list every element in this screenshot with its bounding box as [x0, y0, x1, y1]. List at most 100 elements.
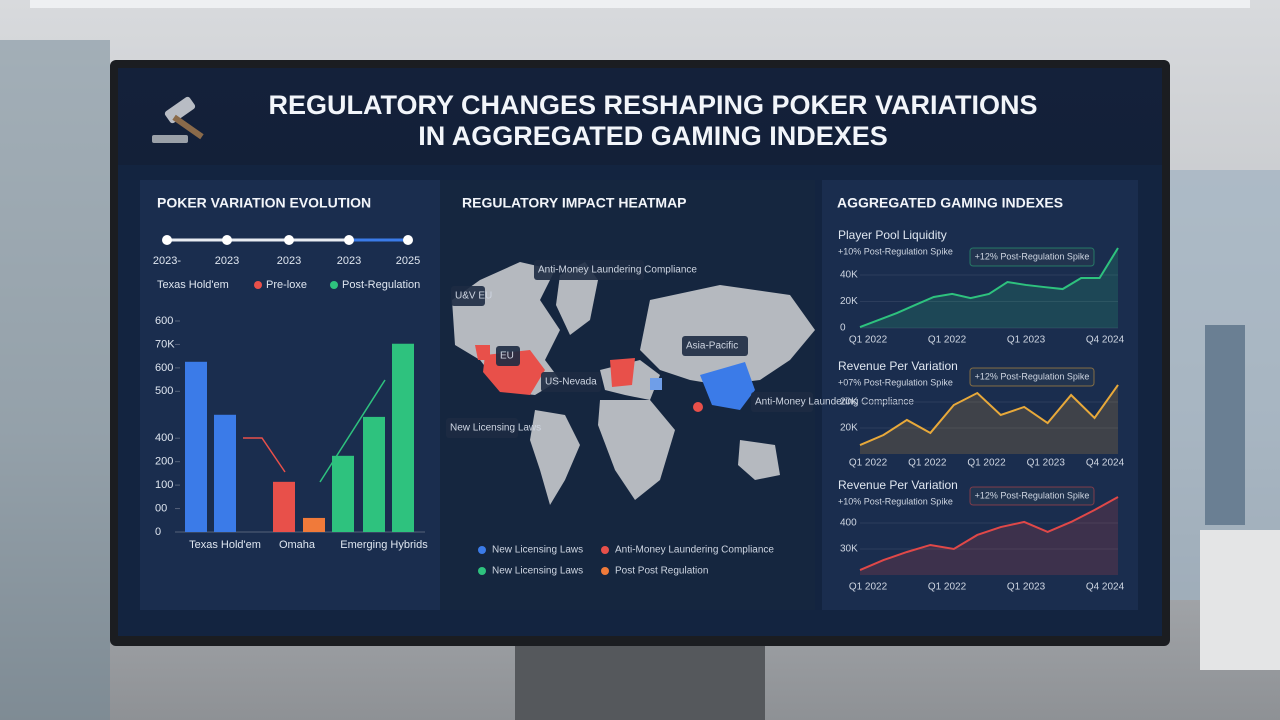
annotation: +12% Post-Regulation Spike — [975, 251, 1090, 261]
x-tick-label: Emerging Hybrids — [340, 539, 428, 551]
y-tick-label: 20K — [840, 423, 858, 434]
annotation-box — [969, 486, 1095, 506]
x-tick-label: Q1 2022 — [928, 335, 967, 346]
map-label-box — [451, 286, 485, 306]
bar — [185, 361, 207, 532]
x-tick-label: Q4 2024 — [1086, 582, 1125, 593]
panel-title: REGULATORY IMPACT HEATMAP — [462, 195, 687, 211]
building — [1205, 325, 1245, 525]
x-tick-label: Q1 2022 — [928, 582, 967, 593]
map-label: Anti-Money Laundering Compliance — [538, 265, 697, 276]
area — [860, 247, 1118, 328]
y-tick-label: 400 — [155, 432, 173, 444]
x-tick-label: Q1 2022 — [967, 458, 1006, 469]
line — [859, 247, 1119, 328]
desk — [1200, 530, 1280, 670]
title-line: IN AGGREGATED GAMING INDEXES — [418, 121, 888, 151]
map-label: New Licensing Laws — [450, 423, 541, 434]
trend-arrow — [243, 437, 286, 473]
legend-dot — [601, 567, 609, 575]
map-label-box — [541, 372, 601, 392]
x-tick-label: Q4 2024 — [1086, 458, 1125, 469]
panel-title: AGGREGATED GAMING INDEXES — [837, 195, 1063, 211]
y-tick-label: 200 — [155, 456, 173, 468]
timeline-label: 2025 — [396, 255, 420, 267]
map-label-box — [682, 336, 748, 356]
y-tick-label: 20K — [840, 296, 858, 307]
legend-label: Anti-Money Laundering Compliance — [615, 545, 774, 556]
timeline-label: 2023- — [153, 255, 181, 267]
y-tick-label: 20K — [840, 397, 858, 408]
y-tick-label: 500 — [155, 385, 173, 397]
timeline-dot — [403, 235, 413, 245]
bar — [273, 481, 295, 532]
ceiling — [30, 0, 1250, 8]
y-tick-label: 00 — [155, 502, 167, 514]
y-tick-label: 30K — [840, 544, 858, 555]
timeline-dot — [222, 235, 232, 245]
monitor-stand — [515, 645, 765, 720]
chart-subtitle: +10% Post-Regulation Spike — [838, 246, 953, 256]
timeline-dot — [162, 235, 172, 245]
x-tick-label: Q1 2023 — [1027, 458, 1066, 469]
map-label-box — [496, 346, 520, 366]
y-tick-label: 400 — [840, 518, 857, 529]
map-label-box — [446, 418, 518, 438]
timeline-dot — [344, 235, 354, 245]
chart-title: Player Pool Liquidity — [838, 228, 947, 242]
annotation: +12% Post-Regulation Spike — [975, 490, 1090, 500]
legend-dot — [330, 281, 338, 289]
x-tick-label: Q1 2022 — [849, 458, 888, 469]
map-label-box — [751, 392, 813, 412]
trend-arrow — [319, 379, 386, 483]
timeline-label: 2023 — [337, 255, 361, 267]
annotation-box — [969, 367, 1095, 387]
timeline-label: 2023 — [277, 255, 301, 267]
legend-label: Pre-loxe — [266, 279, 307, 291]
legend-label: Texas Hold'em — [157, 279, 229, 291]
annotation-box — [969, 247, 1095, 267]
x-tick-label: Q1 2022 — [849, 582, 888, 593]
legend-label: Post Post Regulation — [615, 566, 708, 577]
x-tick-label: Q1 2023 — [1007, 335, 1046, 346]
glass-wall — [0, 40, 110, 720]
x-tick-label: Q1 2022 — [908, 458, 947, 469]
y-tick-label: 0 — [840, 323, 846, 334]
chart-title: Revenue Per Variation — [838, 359, 958, 373]
chart-subtitle: +10% Post-Regulation Spike — [838, 496, 953, 506]
y-tick-label: 100 — [155, 479, 173, 491]
timeline-label: 2023 — [215, 255, 239, 267]
map-label-box — [534, 260, 644, 280]
legend-dot — [254, 281, 262, 289]
y-tick-label: 70K — [155, 338, 175, 350]
y-tick-label: 0 — [155, 526, 161, 538]
x-tick-label: Q1 2023 — [1007, 582, 1046, 593]
gavel-icon — [152, 96, 204, 143]
annotation: +12% Post-Regulation Spike — [975, 371, 1090, 381]
chart-title: Revenue Per Variation — [838, 478, 958, 492]
area — [860, 384, 1118, 454]
legend-label: New Licensing Laws — [492, 566, 583, 577]
timeline-dot — [284, 235, 294, 245]
bar — [392, 343, 414, 532]
x-tick-label: Q4 2024 — [1086, 335, 1125, 346]
legend-dot — [601, 546, 609, 554]
map-label: Asia-Pacific — [686, 341, 738, 352]
title-line: REGULATORY CHANGES RESHAPING POKER VARIA… — [268, 90, 1037, 120]
map-label: EU — [500, 351, 514, 362]
line — [859, 384, 1119, 446]
map-label: U&V EU — [455, 291, 492, 302]
area — [860, 497, 1118, 575]
legend-label: New Licensing Laws — [492, 545, 583, 556]
legend-dot — [478, 567, 486, 575]
y-tick-label: 600 — [155, 362, 173, 374]
chart-subtitle: +07% Post-Regulation Spike — [838, 377, 953, 387]
map-label: Anti-Money Laundering Compliance — [755, 397, 914, 408]
bar — [214, 414, 236, 532]
line — [859, 496, 1119, 571]
x-tick-label: Omaha — [279, 539, 316, 551]
y-tick-label: 600 — [155, 315, 173, 327]
bar — [303, 517, 325, 532]
